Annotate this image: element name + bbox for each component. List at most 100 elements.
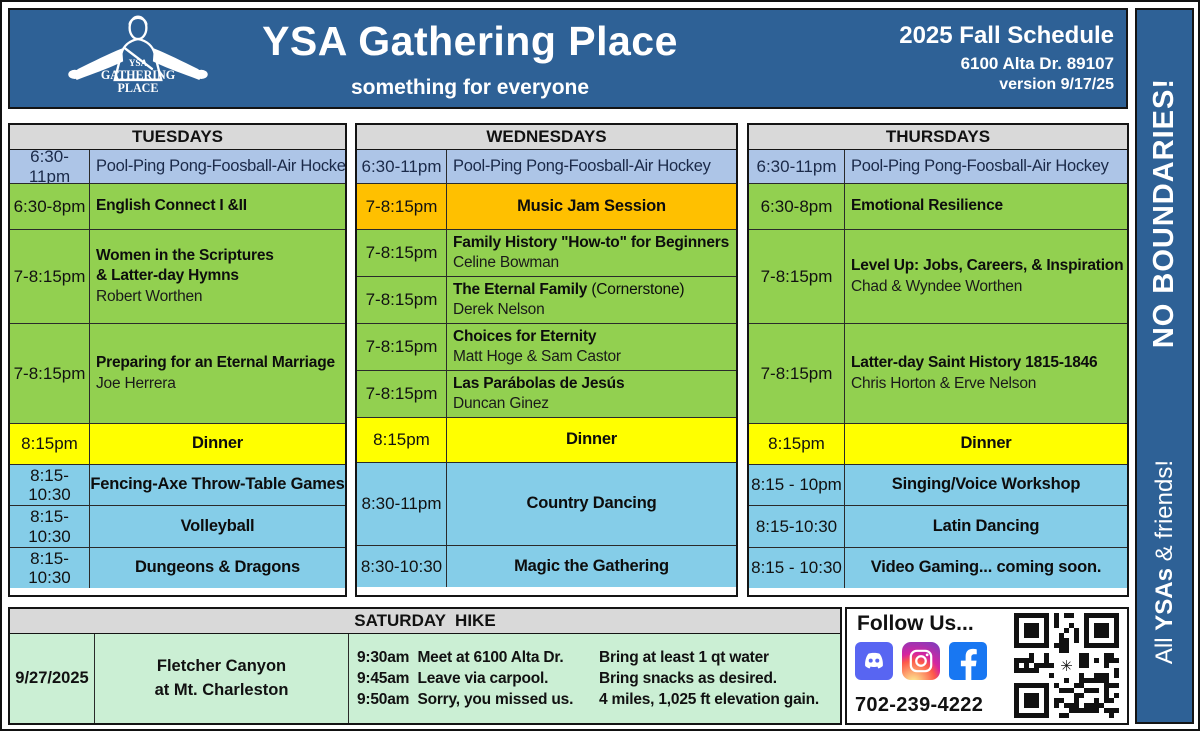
event-title: Volleyball: [180, 516, 255, 535]
event-cell: Pool-Ping Pong-Foosball-Air Hockey: [90, 150, 345, 183]
instagram-icon[interactable]: [902, 642, 940, 680]
schedule-row: 7-8:15pm Level Up: Jobs, Careers, & Inspi…: [749, 229, 1127, 323]
event-presenter: Chad & Wyndee Worthen: [851, 277, 1023, 295]
event-title: Dinner: [191, 434, 244, 453]
version-text: version 9/17/25: [999, 76, 1114, 93]
hike-detail-right: 4 miles, 1,025 ft elevation gain.: [599, 690, 819, 708]
event-title: Video Gaming... coming soon.: [870, 558, 1102, 577]
time-cell: 7-8:15pm: [10, 324, 90, 423]
event-cell: Latter-day Saint History 1815-1846 Chris …: [845, 324, 1127, 423]
time-cell: 7-8:15pm: [357, 184, 447, 229]
time-cell: 8:15pm: [10, 424, 90, 464]
event-title: Family History "How-to" for Beginners: [453, 233, 729, 251]
day-header: TUESDAYS: [10, 125, 345, 150]
time-cell: 6:30-11pm: [357, 150, 447, 183]
saturday-body: 9/27/2025 Fletcher Canyon at Mt. Charles…: [10, 634, 840, 723]
event-title: Pool-Ping Pong-Foosball-Air Hockey: [453, 156, 711, 175]
logo-text-ysa: YSA: [129, 59, 148, 69]
hike-details: 9:30am Meet at 6100 Alta Dr. Bring at lea…: [349, 634, 840, 723]
schedule-row: 6:30-11pm Pool-Ping Pong-Foosball-Air Hoc…: [749, 150, 1127, 183]
schedule-row: 7-8:15pm Choices for Eternity Matt Hoge & …: [357, 323, 736, 370]
time-cell: 7-8:15pm: [10, 230, 90, 323]
event-title-line2: & Latter-day Hymns: [96, 267, 239, 285]
sidebar-banner: NO BOUNDARIES! All YSAs & friends!: [1135, 8, 1194, 724]
event-presenter: Derek Nelson: [453, 301, 545, 318]
header-banner: YSA GATHERING PLACE YSA Gathering Place …: [8, 8, 1128, 109]
event-cell: Las Parábolas de Jesús Duncan Ginez: [447, 371, 736, 417]
event-presenter: Matt Hoge & Sam Castor: [453, 348, 621, 365]
schedule-row: 6:30-8pm Emotional Resilience: [749, 183, 1127, 229]
time-cell: 7-8:15pm: [749, 230, 845, 323]
facebook-icon[interactable]: [949, 642, 987, 680]
hike-detail-right: Bring at least 1 qt water: [599, 648, 769, 666]
time-cell: 8:30-11pm: [357, 463, 447, 545]
time-cell: 7-8:15pm: [749, 324, 845, 423]
event-presenter: Robert Worthen: [96, 287, 203, 305]
page-title: YSA Gathering Place: [262, 18, 678, 64]
hike-detail-left: 9:50am Sorry, you missed us.: [357, 690, 574, 708]
schedule-row: 8:30-10:30 Magic the Gathering: [357, 545, 736, 587]
event-cell: Dinner: [90, 424, 345, 464]
event-title: Dinner: [565, 430, 618, 449]
schedule-row: 7-8:15pm The Eternal Family (Cornerstone)…: [357, 276, 736, 323]
hike-detail-right: Bring snacks as desired.: [599, 669, 777, 687]
friends-text: & friends!: [1150, 459, 1178, 568]
svg-text:✳: ✳: [1060, 658, 1073, 675]
event-title: Singing/Voice Workshop: [891, 475, 1081, 494]
schedule-row: 8:30-11pm Country Dancing: [357, 462, 736, 545]
follow-us-box: Follow Us...: [845, 607, 1129, 725]
event-title: Magic the Gathering: [514, 556, 669, 575]
event-cell: English Connect I &II: [90, 184, 345, 229]
logo-text-gathering: GATHERING: [101, 68, 176, 82]
event-title: English Connect I &II: [96, 197, 247, 215]
schedule-title: 2025 Fall Schedule: [899, 22, 1114, 49]
address-text: 6100 Alta Dr. 89107: [960, 54, 1114, 73]
time-cell: 8:30-10:30: [357, 546, 447, 587]
time-cell: 8:15 - 10pm: [749, 465, 845, 505]
all-ysas-text: All YSAs & friends!: [1151, 460, 1179, 664]
time-cell: 8:15 - 10:30: [749, 548, 845, 588]
ysas-text: YSAs: [1150, 568, 1178, 631]
time-cell: 8:15pm: [357, 418, 447, 462]
social-icons: [855, 642, 987, 680]
time-cell: 6:30-8pm: [10, 184, 90, 229]
event-cell: Emotional Resilience: [845, 184, 1127, 229]
event-cell: Volleyball: [90, 506, 345, 547]
schedule-row: 7-8:15pm Family History "How-to" for Begi…: [357, 229, 736, 276]
schedule-row: 8:15-10:30 Volleyball: [10, 505, 345, 547]
event-title: Country Dancing: [526, 494, 657, 513]
event-cell: Video Gaming... coming soon.: [845, 548, 1127, 588]
event-title: Latin Dancing: [932, 516, 1040, 535]
schedule-row: 7-8:15pm Latter-day Saint History 1815-18…: [749, 323, 1127, 423]
hike-date: 9/27/2025: [10, 634, 95, 723]
event-title: Pool-Ping Pong-Foosball-Air Hockey: [851, 156, 1109, 175]
schedule-row: 7-8:15pm Preparing for an Eternal Marriag…: [10, 323, 345, 423]
event-cell: Women in the Scriptures & Latter-day Hymn…: [90, 230, 345, 323]
event-title: The Eternal Family (Cornerstone): [453, 280, 685, 298]
hike-detail-left: 9:30am Meet at 6100 Alta Dr.: [357, 648, 564, 666]
event-title: Las Parábolas de Jesús: [453, 374, 625, 392]
logo-text-place: PLACE: [118, 81, 159, 95]
event-cell: Latin Dancing: [845, 506, 1127, 547]
event-cell: Music Jam Session: [447, 184, 736, 229]
schedule-row: 8:15 - 10pm Singing/Voice Workshop: [749, 464, 1127, 505]
hike-location-line2: at Mt. Charleston: [154, 680, 289, 699]
day-header: WEDNESDAYS: [357, 125, 736, 150]
page-subtitle: something for everyone: [350, 76, 590, 99]
event-title: Pool-Ping Pong-Foosball-Air Hockey: [96, 156, 345, 175]
time-cell: 7-8:15pm: [357, 230, 447, 276]
schedule-row: 7-8:15pm Music Jam Session: [357, 183, 736, 229]
schedule-row: 8:15pm Dinner: [357, 417, 736, 462]
qr-code: ✳: [1014, 613, 1119, 718]
day-column-thursdays: THURSDAYS 6:30-11pm Pool-Ping Pong-Foosbal…: [747, 123, 1129, 597]
time-cell: 8:15pm: [749, 424, 845, 464]
event-title-suffix: (Cornerstone): [587, 280, 685, 298]
event-title: Fencing-Axe Throw-Table Games: [90, 475, 345, 494]
event-cell: Choices for Eternity Matt Hoge & Sam Cast…: [447, 324, 736, 370]
discord-icon[interactable]: [855, 642, 893, 680]
day-column-wednesdays: WEDNESDAYS 6:30-11pm Pool-Ping Pong-Foosba…: [355, 123, 738, 597]
saturday-header: SATURDAY HIKE: [10, 609, 840, 634]
schedule-row: 8:15 - 10:30 Video Gaming... coming soon.: [749, 547, 1127, 588]
schedule-row: 6:30-8pm English Connect I &II: [10, 183, 345, 229]
event-cell: Singing/Voice Workshop: [845, 465, 1127, 505]
